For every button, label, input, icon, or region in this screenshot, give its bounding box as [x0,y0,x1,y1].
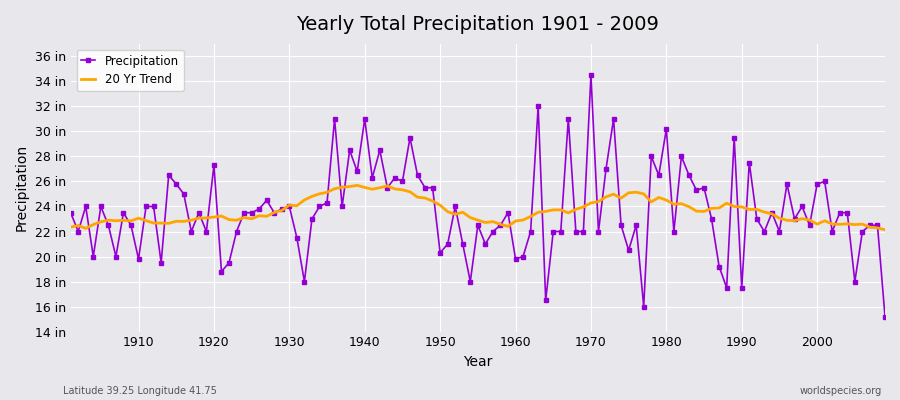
20 Yr Trend [608,192,619,196]
Precipitation [608,116,619,121]
X-axis label: Year: Year [464,355,492,369]
Text: Latitude 39.25 Longitude 41.75: Latitude 39.25 Longitude 41.75 [63,386,217,396]
20 Yr Trend [126,218,137,223]
20 Yr Trend [510,219,521,224]
20 Yr Trend [518,218,528,222]
20 Yr Trend [337,185,347,190]
Precipitation [586,73,597,78]
Line: Precipitation: Precipitation [69,74,886,318]
Line: 20 Yr Trend: 20 Yr Trend [71,185,885,230]
Y-axis label: Precipitation: Precipitation [15,144,29,231]
Title: Yearly Total Precipitation 1901 - 2009: Yearly Total Precipitation 1901 - 2009 [296,15,660,34]
20 Yr Trend [879,228,890,232]
Precipitation [292,235,302,240]
Precipitation [337,204,347,209]
Precipitation [126,223,137,228]
Legend: Precipitation, 20 Yr Trend: Precipitation, 20 Yr Trend [76,50,184,91]
20 Yr Trend [352,183,363,188]
Precipitation [879,314,890,319]
Precipitation [66,210,77,215]
Text: worldspecies.org: worldspecies.org [800,386,882,396]
Precipitation [502,210,513,215]
20 Yr Trend [66,225,77,230]
20 Yr Trend [292,203,302,208]
Precipitation [510,257,521,262]
